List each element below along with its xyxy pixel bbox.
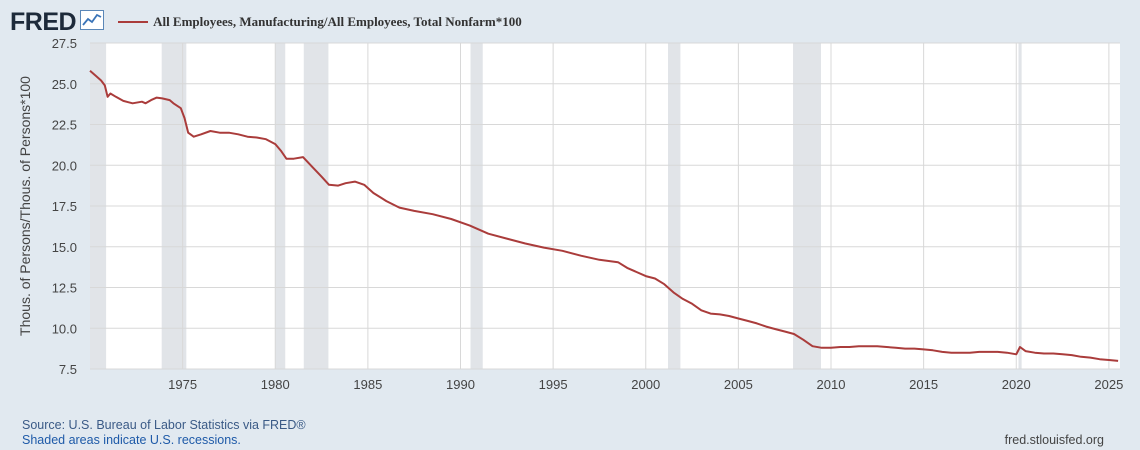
source-note: Source: U.S. Bureau of Labor Statistics …: [22, 418, 306, 432]
line-chart: 7.5 10.0 12.5 15.0 17.5 20.0 22.5 25.0 27.5 1975 1…: [17, 36, 1123, 392]
x-tick-label: 2020: [1002, 377, 1031, 392]
legend-label: All Employees, Manufacturing/All Employe…: [153, 14, 522, 29]
x-tick-label: 1995: [539, 377, 568, 392]
y-tick-label: 15.0: [52, 240, 77, 255]
x-tick-label: 1990: [446, 377, 475, 392]
x-tick-label: 2015: [909, 377, 938, 392]
x-tick-label: 2005: [724, 377, 753, 392]
y-tick-label: 10.0: [52, 321, 77, 336]
x-tick-label: 1980: [261, 377, 290, 392]
fred-logo[interactable]: FRED: [10, 7, 77, 36]
y-axis-label: Thous. of Persons/Thous. of Persons*100: [17, 76, 33, 336]
x-tick-label: 2010: [817, 377, 846, 392]
y-tick-label: 20.0: [52, 158, 77, 173]
x-tick-label: 2025: [1094, 377, 1123, 392]
series-line: [89, 69, 1119, 362]
y-tick-label: 7.5: [59, 362, 77, 377]
y-tick-label: 12.5: [52, 281, 77, 296]
chart-legend: All Employees, Manufacturing/All Employe…: [118, 14, 522, 30]
site-link[interactable]: fred.stlouisfed.org: [1004, 433, 1104, 447]
x-tick-label: 1975: [168, 377, 197, 392]
y-tick-label: 17.5: [52, 199, 77, 214]
legend-swatch: [118, 21, 149, 23]
recession-note[interactable]: Shaded areas indicate U.S. recessions.: [22, 433, 241, 447]
y-tick-label: 27.5: [52, 36, 77, 51]
chart-header: FRED All Employees, Manufacturing/All Em…: [10, 8, 522, 36]
y-tick-label: 25.0: [52, 77, 77, 92]
x-tick-label: 2000: [631, 377, 660, 392]
y-tick-label: 22.5: [52, 118, 77, 133]
x-tick-label: 1985: [353, 377, 382, 392]
chart-line-icon: [80, 10, 105, 35]
